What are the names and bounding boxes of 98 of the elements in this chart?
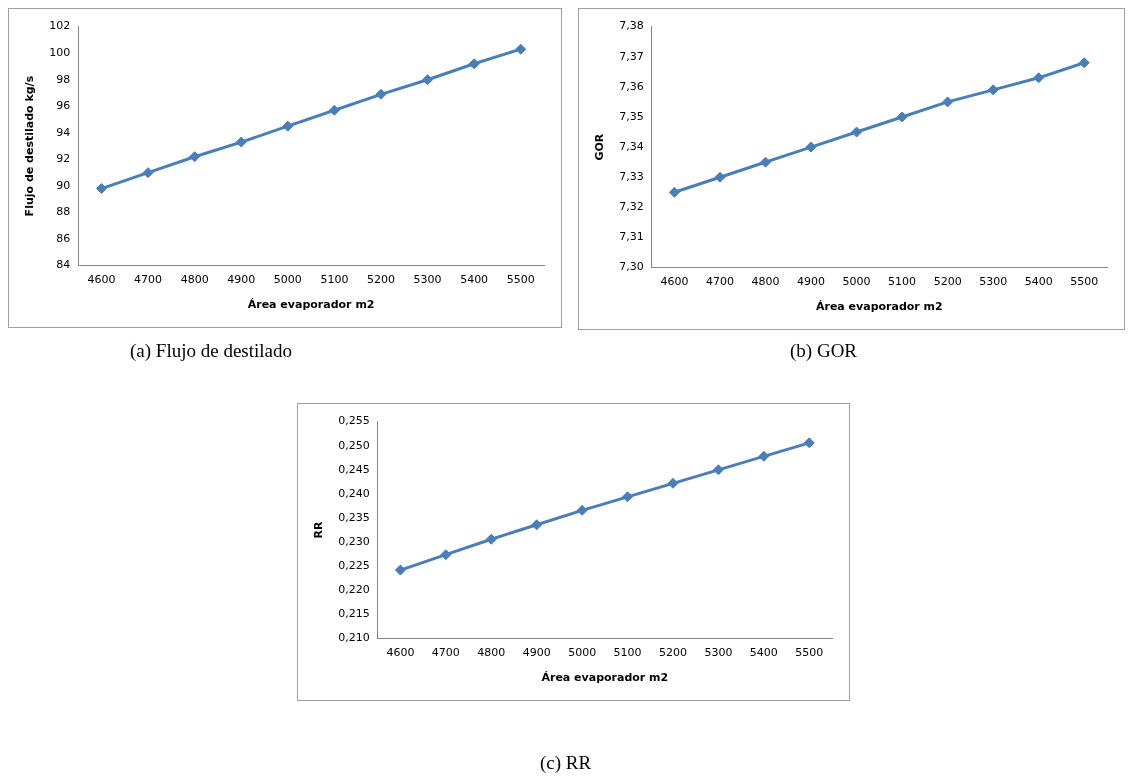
y-tick-label: 7,32	[619, 200, 644, 214]
y-tick-label: 7,30	[619, 260, 644, 274]
y-tick-label: 100	[49, 46, 71, 60]
y-tick-label: 0,245	[338, 462, 370, 476]
x-tick-label: 5400	[1024, 275, 1053, 289]
y-tick-label: 0,250	[338, 438, 370, 452]
text: (a) Flujo de destilado	[130, 340, 292, 362]
y-tick-label: 7,31	[619, 230, 644, 244]
point	[328, 104, 340, 116]
x-tick-label: 5000	[842, 275, 871, 289]
y-tick-label: 0,215	[338, 607, 370, 621]
x-tick-label: 5100	[888, 275, 917, 289]
x-tick-label: 4600	[386, 646, 415, 660]
point	[422, 74, 434, 86]
point	[714, 171, 726, 183]
point	[712, 464, 724, 476]
point	[468, 58, 480, 70]
y-axis-title: Flujo de destilado kg/s	[23, 75, 37, 217]
point	[142, 167, 154, 179]
x-tick-label: 4600	[660, 275, 689, 289]
y-tick-label: 7,37	[619, 49, 644, 63]
y-tick-label: 84	[56, 258, 71, 272]
point	[531, 519, 543, 531]
x-tick-label: 4800	[751, 275, 780, 289]
y-axis-title: RR	[312, 521, 326, 539]
x-tick-label: 5200	[366, 273, 395, 287]
y-tick-label: 92	[56, 152, 71, 166]
x-tick-label: 4900	[227, 273, 256, 287]
x-axis-title: Área evaporador m2	[247, 298, 375, 312]
x-tick-label: 4800	[180, 273, 209, 287]
y-tick-label: 0,235	[338, 510, 370, 524]
point	[440, 549, 452, 561]
y-tick-label: 90	[56, 178, 71, 192]
point	[805, 141, 817, 153]
y-tick-label: 0,230	[338, 535, 370, 549]
point	[1033, 72, 1045, 84]
y-tick-label: 86	[56, 231, 71, 245]
y-tick-label: 102	[49, 19, 71, 33]
text: (b) GOR	[790, 340, 858, 362]
point	[622, 491, 634, 503]
point	[95, 183, 107, 195]
point	[189, 151, 201, 163]
point	[942, 96, 954, 108]
x-tick-label: 5100	[320, 273, 349, 287]
point	[235, 136, 247, 148]
point	[803, 437, 815, 449]
y-tick-label: 0,210	[338, 631, 370, 645]
y-tick-label: 7,33	[619, 170, 644, 184]
x-tick-label: 5200	[933, 275, 962, 289]
x-tick-label: 4600	[87, 273, 116, 287]
x-tick-label: 4800	[477, 646, 506, 660]
point	[394, 564, 406, 576]
point	[485, 533, 497, 545]
point	[760, 156, 772, 168]
point	[667, 477, 679, 489]
point	[758, 450, 770, 462]
point	[851, 126, 863, 138]
x-tick-label: 5300	[413, 273, 442, 287]
x-tick-label: 5000	[273, 273, 302, 287]
y-tick-label: 96	[56, 99, 71, 113]
x-axis-title: Área evaporador m2	[815, 300, 943, 314]
point	[987, 84, 999, 96]
point	[576, 504, 588, 516]
y-tick-label: 7,35	[619, 109, 644, 123]
point	[1078, 57, 1090, 69]
y-tick-label: 0,225	[338, 559, 370, 573]
point	[515, 43, 527, 55]
x-tick-label: 4700	[431, 646, 460, 660]
x-tick-label: 4900	[797, 275, 826, 289]
y-tick-label: 88	[56, 205, 71, 219]
x-tick-label: 5400	[749, 646, 778, 660]
x-tick-label: 5400	[460, 273, 489, 287]
y-tick-label: 7,34	[619, 139, 644, 153]
point	[375, 88, 387, 100]
point	[282, 120, 294, 132]
x-tick-label: 5300	[704, 646, 733, 660]
y-tick-label: 7,38	[619, 19, 644, 33]
x-tick-label: 4900	[522, 646, 551, 660]
y-tick-label: 94	[56, 125, 71, 139]
y-tick-label: 98	[56, 72, 71, 86]
text: (c) RR	[540, 752, 592, 774]
x-tick-label: 5300	[979, 275, 1008, 289]
x-tick-label: 5500	[506, 273, 535, 287]
x-tick-label: 5000	[568, 646, 597, 660]
x-axis-title: Área evaporador m2	[541, 671, 669, 685]
x-tick-label: 5100	[613, 646, 642, 660]
y-tick-label: 7,36	[619, 79, 644, 93]
y-tick-label: 0,240	[338, 486, 370, 500]
y-tick-label: 0,220	[338, 583, 370, 597]
x-tick-label: 5500	[1070, 275, 1099, 289]
y-tick-label: 0,255	[338, 414, 370, 428]
x-tick-label: 5200	[658, 646, 687, 660]
point	[668, 186, 680, 198]
y-axis-title: GOR	[593, 133, 607, 161]
x-tick-label: 5500	[795, 646, 824, 660]
x-tick-label: 4700	[134, 273, 163, 287]
x-tick-label: 4700	[705, 275, 734, 289]
point	[896, 111, 908, 123]
